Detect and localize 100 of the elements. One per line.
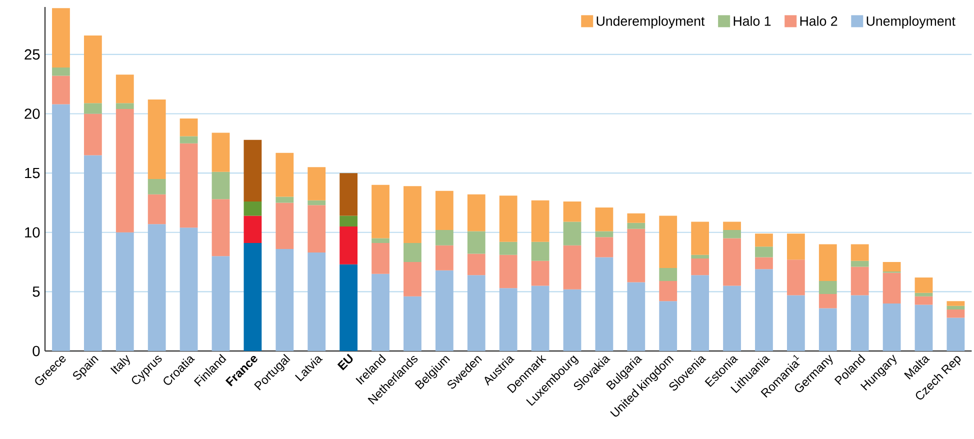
bar [946, 306, 965, 310]
bar [244, 243, 262, 351]
bar [84, 35, 102, 104]
bar [595, 257, 614, 351]
bar [850, 244, 869, 261]
bar [372, 238, 390, 244]
bar [308, 200, 326, 206]
bar [404, 186, 422, 244]
bar [116, 232, 134, 351]
bar [52, 8, 70, 68]
bar [404, 243, 422, 262]
bar [499, 242, 518, 255]
bar [914, 296, 933, 305]
bar [659, 301, 678, 351]
bar [340, 264, 358, 351]
bar [563, 289, 582, 351]
bar [531, 200, 550, 242]
bar [595, 237, 614, 258]
bar [723, 286, 741, 351]
bar [467, 254, 486, 276]
bar [914, 304, 933, 351]
bar [148, 194, 166, 224]
bar [723, 222, 741, 230]
bar [691, 258, 710, 276]
x-tick-label: Italy [110, 354, 130, 374]
bar [882, 304, 901, 351]
bar [435, 190, 454, 230]
bar [467, 231, 486, 254]
bar [755, 234, 773, 247]
bar [818, 308, 837, 351]
bar [276, 248, 294, 351]
bar [563, 202, 582, 222]
bar [435, 245, 454, 270]
bar [755, 257, 773, 270]
bar [946, 318, 965, 351]
bar [499, 254, 518, 288]
bar [52, 67, 70, 76]
bar [244, 140, 262, 202]
bar [52, 104, 70, 351]
y-tick-label: 25 [24, 49, 40, 60]
bar [691, 222, 710, 255]
bar [404, 262, 422, 296]
bar [84, 114, 102, 156]
bar [212, 256, 230, 351]
bar [818, 244, 837, 282]
bar [372, 184, 390, 238]
bar [84, 155, 102, 351]
bar [627, 282, 646, 351]
bar [340, 216, 358, 226]
y-tick-label: 20 [24, 108, 40, 119]
bar [244, 216, 262, 244]
bar [372, 243, 390, 274]
bar [340, 226, 358, 264]
bar [818, 281, 837, 294]
y-tick-label: 10 [25, 227, 40, 238]
bar [850, 266, 869, 296]
bar [563, 222, 582, 246]
bar [786, 234, 805, 260]
legend-label: Halo 1 [734, 16, 771, 26]
bar [531, 286, 550, 351]
bar [148, 224, 166, 351]
bar [850, 260, 869, 267]
bar [467, 275, 486, 351]
bar [755, 246, 773, 258]
bar [914, 277, 933, 293]
bar [691, 254, 710, 258]
bar [308, 205, 326, 253]
bar [595, 207, 614, 232]
bar [627, 228, 646, 282]
bar [308, 167, 326, 200]
bar [276, 202, 294, 249]
bar [467, 194, 486, 232]
bar [786, 260, 805, 296]
bar [499, 196, 518, 242]
legend-label: Underemployment [596, 16, 705, 28]
bar [659, 268, 678, 282]
legend-label: Halo 2 [800, 16, 838, 26]
bar [212, 132, 230, 172]
y-tick-label: 5 [32, 286, 40, 297]
bar [52, 76, 70, 104]
bar [659, 281, 678, 302]
bar [946, 301, 965, 306]
bar [244, 202, 262, 216]
bar [148, 178, 166, 194]
bar [850, 295, 869, 351]
bar [435, 270, 454, 351]
bar [499, 288, 518, 351]
bar [148, 100, 166, 179]
bar [659, 216, 678, 268]
bar [340, 173, 358, 216]
bar [691, 275, 710, 351]
bar [786, 295, 805, 351]
legend-label: Unemployment [866, 16, 956, 28]
bar [116, 74, 134, 104]
bar [180, 136, 198, 144]
bar [563, 245, 582, 290]
bar [308, 252, 326, 351]
bar [212, 172, 230, 200]
bar [116, 103, 134, 110]
bar [595, 231, 614, 238]
